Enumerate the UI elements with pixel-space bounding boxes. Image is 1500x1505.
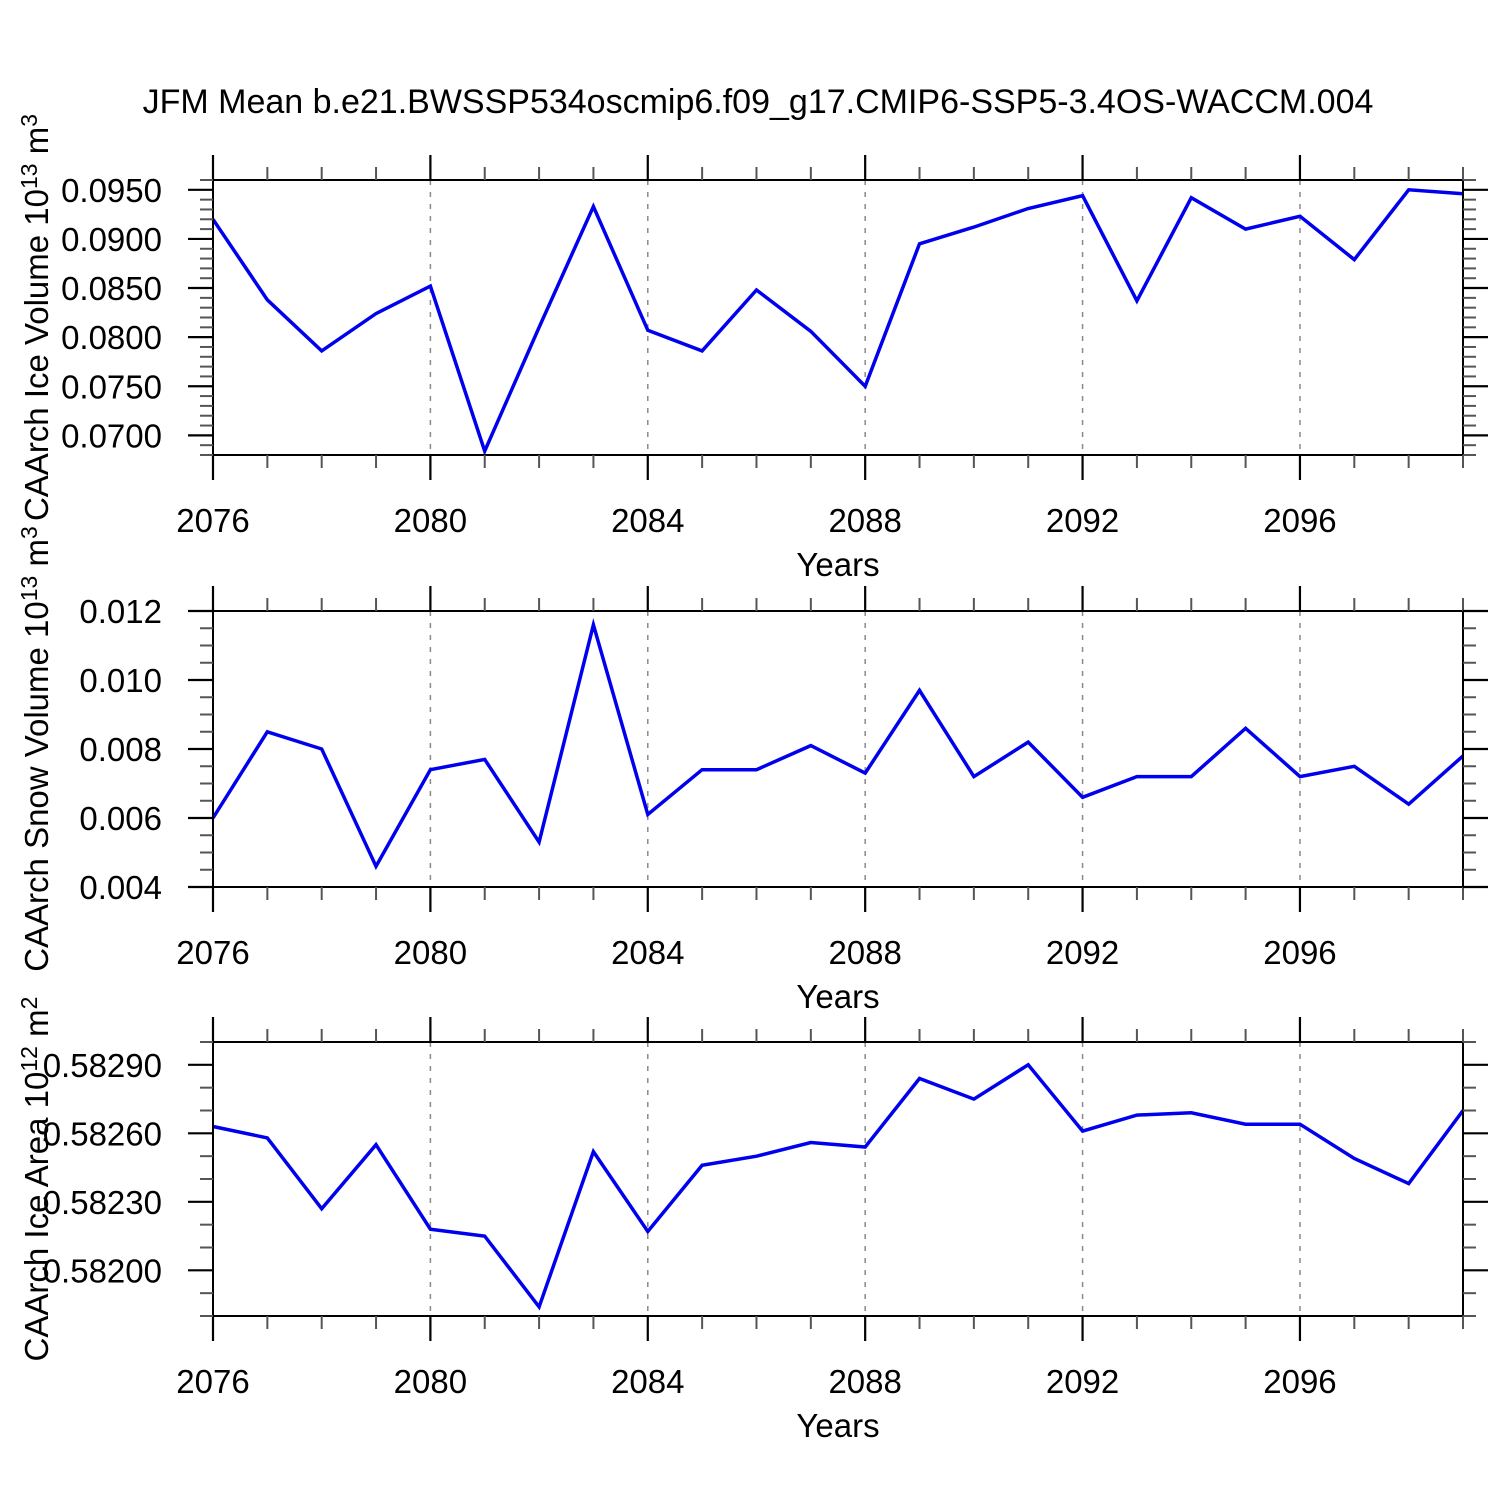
y-axis-title-superscript: 13 (16, 163, 42, 189)
y-axis-title-text: CAArch Ice Area 10 (18, 1072, 55, 1362)
ice-area-line (212, 1062, 1465, 1311)
y-tick-label: 0.0850 (61, 270, 162, 307)
x-tick-label: 2092 (1046, 502, 1119, 539)
y-tick-label: 0.008 (79, 731, 162, 768)
plot-frame (212, 610, 1464, 888)
y-tick-label: 0.0900 (61, 221, 162, 258)
y-tick-label: 0.004 (79, 869, 162, 906)
x-axis-title: Years (796, 1407, 879, 1444)
ice-volume-line (211, 187, 1464, 456)
y-axis-title-text: m (18, 539, 55, 576)
snow-volume-line (211, 618, 1465, 871)
y-tick-label: 0.58230 (43, 1184, 162, 1221)
figure-title: JFM Mean b.e21.BWSSP534oscmip6.f09_g17.C… (143, 83, 1374, 121)
y-axis-title-superscript: 3 (16, 526, 42, 539)
y-tick-label: 0.0750 (61, 368, 162, 405)
x-tick-label: 2096 (1263, 1363, 1336, 1400)
y-axis-title-superscript: 2 (16, 997, 42, 1010)
x-tick-label: 2092 (1046, 1363, 1119, 1400)
x-axis-title: Years (796, 978, 879, 1015)
y-tick-label: 0.012 (79, 593, 162, 630)
x-tick-label: 2076 (176, 1363, 249, 1400)
y-tick-label: 0.0700 (61, 417, 162, 454)
y-tick-label: 0.010 (79, 662, 162, 699)
y-tick-label: 0.58290 (43, 1047, 162, 1084)
y-axis-title-superscript: 3 (16, 114, 42, 127)
y-axis-title: CAArch Ice Area 1012 m2 (16, 997, 55, 1362)
snow-volume-panel: 0.004 0.006 0.008 0.010 0.012 2076 2080 2084 208… (16, 526, 1488, 1015)
x-tick-label: 2088 (828, 1363, 901, 1400)
x-tick-label: 2096 (1263, 502, 1336, 539)
y-tick-label: 0.0800 (61, 319, 162, 356)
y-tick-label: 0.0950 (61, 172, 162, 209)
x-tick-label: 2076 (176, 502, 249, 539)
y-axis-title-text: CAArch Ice Volume 10 (18, 189, 55, 521)
x-tick-label: 2076 (176, 934, 249, 971)
y-axis-title-text: m (18, 1009, 55, 1046)
y-axis-title: CAArch Snow Volume 1013 m3 (16, 526, 55, 972)
y-tick-label: 0.58200 (43, 1252, 162, 1289)
x-tick-label: 2080 (394, 934, 467, 971)
x-tick-label: 2080 (394, 502, 467, 539)
y-axis-title-text: m (18, 127, 55, 164)
x-tick-label: 2084 (611, 1363, 684, 1400)
x-tick-label: 2084 (611, 502, 684, 539)
ice-volume-panel: 0.0700 0.0750 0.0800 0.0850 0.0900 0.0950 2076… (16, 114, 1488, 583)
y-tick-label: 0.006 (79, 800, 162, 837)
x-tick-label: 2092 (1046, 934, 1119, 971)
x-tick-label: 2080 (394, 1363, 467, 1400)
x-tick-label: 2096 (1263, 934, 1336, 971)
ice-area-panel: 0.58200 0.58230 0.58260 0.58290 2076 2080 2084… (16, 997, 1488, 1444)
y-axis-title-text: CAArch Snow Volume 10 (18, 601, 55, 972)
x-tick-label: 2088 (828, 502, 901, 539)
y-axis-title-superscript: 13 (16, 576, 42, 602)
plot-frame (212, 1041, 1464, 1317)
y-tick-label: 0.58260 (43, 1115, 162, 1152)
x-tick-label: 2084 (611, 934, 684, 971)
x-tick-label: 2088 (828, 934, 901, 971)
y-axis-title: CAArch Ice Volume 1013 m3 (16, 114, 55, 521)
y-axis-title-superscript: 12 (16, 1046, 42, 1072)
x-axis-title: Years (796, 546, 879, 583)
